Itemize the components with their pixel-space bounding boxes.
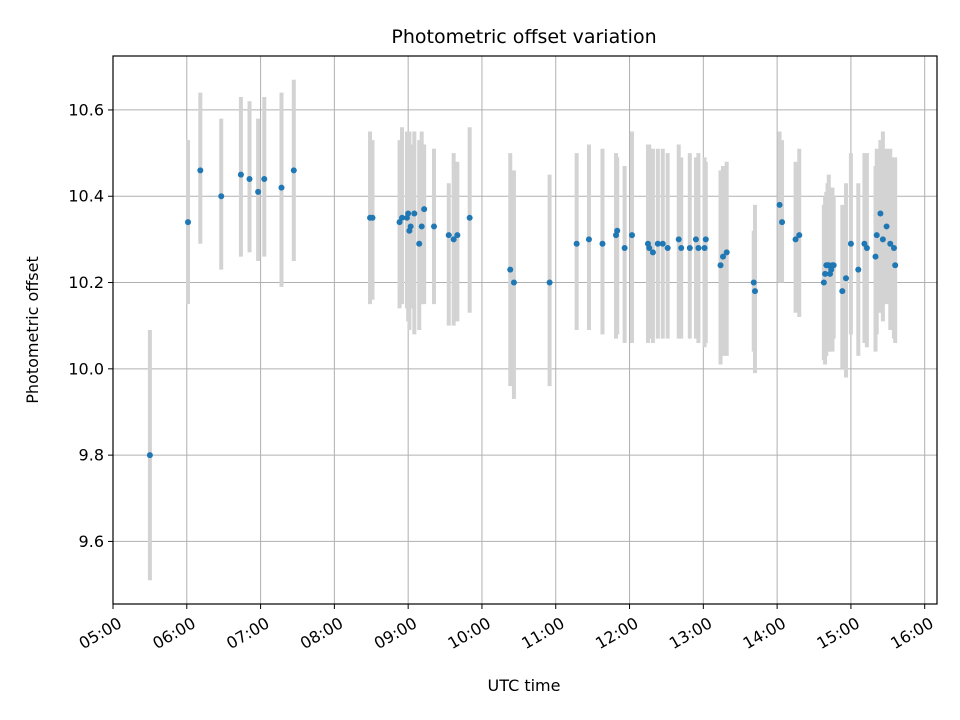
data-point <box>546 279 553 286</box>
data-point <box>599 240 606 247</box>
data-point <box>720 253 727 260</box>
x-axis-title: UTC time <box>488 676 561 695</box>
data-point <box>664 245 671 252</box>
data-point <box>418 223 425 230</box>
data-point <box>877 210 884 217</box>
data-point <box>842 275 849 282</box>
data-point <box>692 236 699 243</box>
data-point <box>678 245 685 252</box>
data-point <box>573 240 580 247</box>
data-point <box>779 219 786 226</box>
data-point <box>839 288 846 295</box>
data-point <box>890 245 897 252</box>
data-point <box>290 167 297 174</box>
data-point <box>873 232 880 239</box>
data-point <box>246 175 253 182</box>
data-point <box>405 210 412 217</box>
data-point <box>675 236 682 243</box>
data-point <box>695 245 702 252</box>
data-point <box>792 236 799 243</box>
y-tick-label: 10.6 <box>68 100 104 119</box>
data-point <box>887 240 894 247</box>
data-point <box>237 171 244 178</box>
data-point <box>585 236 592 243</box>
data-point <box>218 193 225 200</box>
data-point <box>369 214 376 221</box>
data-point <box>454 232 461 239</box>
data-point <box>430 223 437 230</box>
data-point <box>847 240 854 247</box>
data-point <box>717 262 724 269</box>
data-point <box>822 270 829 277</box>
data-point <box>466 214 473 221</box>
y-tick-label: 9.6 <box>79 532 104 551</box>
data-point <box>628 232 635 239</box>
data-point <box>621 245 628 252</box>
data-point <box>892 262 899 269</box>
data-point <box>855 266 862 273</box>
data-point <box>407 223 414 230</box>
data-point <box>146 452 153 459</box>
data-point <box>686 245 693 252</box>
data-point <box>197 167 204 174</box>
data-point <box>830 262 837 269</box>
data-point <box>278 184 285 191</box>
data-point <box>750 279 757 286</box>
data-point <box>820 279 827 286</box>
data-point <box>416 240 423 247</box>
y-axis-ticks: 9.6 9.8 10.0 10.2 10.4 10.6 <box>68 100 113 551</box>
data-point <box>702 236 709 243</box>
data-point <box>399 214 406 221</box>
data-point <box>450 236 457 243</box>
data-point <box>646 245 653 252</box>
y-tick-label: 10.4 <box>68 187 104 206</box>
y-tick-label: 9.8 <box>79 446 104 465</box>
data-point <box>507 266 514 273</box>
data-point <box>261 175 268 182</box>
data-point <box>659 240 666 247</box>
y-tick-label: 10.0 <box>68 359 104 378</box>
data-point <box>445 232 452 239</box>
data-point <box>649 249 656 256</box>
chart-title: Photometric offset variation <box>391 26 656 48</box>
plot-frame <box>112 55 938 605</box>
data-point <box>654 240 661 247</box>
data-point <box>883 223 890 230</box>
data-point <box>614 227 621 234</box>
y-axis-title: Photometric offset <box>23 256 42 404</box>
data-points <box>146 167 899 459</box>
data-point <box>776 201 783 208</box>
data-point <box>510 279 517 286</box>
data-point <box>796 232 803 239</box>
data-point <box>879 236 886 243</box>
data-point <box>701 245 708 252</box>
data-point <box>723 249 730 256</box>
data-point <box>751 288 758 295</box>
data-point <box>185 219 192 226</box>
data-point <box>255 188 262 195</box>
y-tick-label: 10.2 <box>68 273 104 292</box>
data-point <box>411 210 418 217</box>
data-point <box>421 206 428 213</box>
data-point <box>872 253 879 260</box>
data-point <box>863 245 870 252</box>
grid-lines <box>112 56 937 604</box>
